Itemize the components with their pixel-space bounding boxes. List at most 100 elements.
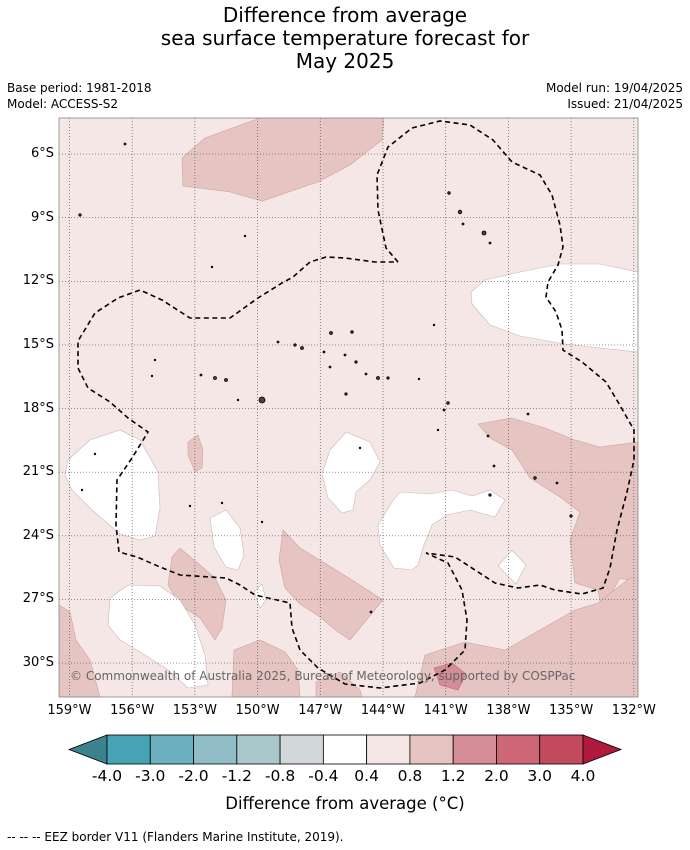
atoll (354, 360, 358, 364)
hot-patch-south (433, 662, 467, 691)
colorbar-tick-label: -4.0 (91, 767, 123, 785)
latitude-label: 12°S (22, 273, 54, 289)
atoll (492, 464, 496, 468)
neutral-patch-small-west (209, 509, 245, 571)
latitude-label: 30°S (22, 655, 54, 671)
atoll (461, 222, 465, 226)
atoll (386, 376, 390, 380)
atoll (199, 373, 203, 377)
meta-right: Model run: 19/04/2025 Issued: 21/04/2025 (546, 80, 683, 112)
warm-patch-central (278, 529, 384, 641)
colorbar-segment (496, 734, 541, 765)
atoll (322, 350, 326, 354)
colorbar-tick-label: -0.8 (264, 767, 296, 785)
map-frame (58, 117, 639, 698)
atoll (260, 520, 264, 524)
atoll (343, 353, 347, 357)
atoll (236, 398, 240, 402)
atoll (220, 501, 224, 505)
colorbar-extend-high (582, 734, 623, 765)
colorbar-tick-label: -1.2 (221, 767, 252, 785)
atoll (213, 376, 217, 380)
neutral-patch-south-center (377, 489, 506, 571)
colorbar-segment (279, 734, 324, 765)
graticule (59, 118, 638, 697)
atoll (350, 330, 354, 334)
atoll (224, 378, 228, 382)
colorbar-segment (409, 734, 454, 765)
map-title: Difference from average sea surface temp… (0, 4, 690, 73)
colorbar-extend-low (67, 734, 108, 765)
atoll (481, 230, 487, 236)
latitude-label: 9°S (30, 209, 54, 225)
colorbar-segment (106, 734, 151, 765)
colorbar-tick-label: -2.0 (178, 767, 209, 785)
atoll (123, 142, 127, 146)
longitude-label: 150°W (235, 703, 280, 718)
longitude-label: 138°W (486, 703, 531, 718)
colorbar-tick-label: 1.2 (440, 767, 466, 785)
colorbar-segment (366, 734, 411, 765)
atoll (78, 213, 82, 217)
colorbar-tick-label: 2.0 (484, 767, 509, 785)
neutral-patch-tiny-east (497, 549, 527, 585)
warm-patch-southeast (414, 577, 638, 697)
atoll (344, 392, 348, 396)
atoll (569, 514, 573, 518)
longitude-label: 147°W (298, 703, 343, 718)
atoll (369, 610, 373, 614)
copyright-notice: © Commonwealth of Australia 2025, Bureau… (70, 669, 576, 683)
atoll (300, 346, 304, 350)
latitude-label: 18°S (22, 400, 54, 416)
atoll (150, 374, 154, 378)
warm-patch-south-central (231, 639, 301, 697)
longitude-label: 144°W (360, 703, 406, 718)
eez-border-polynesia (77, 120, 635, 689)
atoll (276, 340, 280, 344)
atoll (210, 265, 214, 269)
warm-patch-north (181, 118, 385, 202)
longitude-label: 153°W (172, 703, 217, 718)
eez-legend-note: -- -- -- EEZ border V11 (Flanders Marine… (7, 830, 344, 844)
atoll (526, 412, 530, 416)
atoll (80, 488, 84, 492)
longitude-label: 132°W (611, 703, 656, 718)
colorbar-tick-label: 0.4 (354, 767, 379, 785)
atoll (555, 481, 559, 485)
atoll (243, 234, 247, 238)
longitude-label: 159°W (47, 703, 92, 718)
colorbar-tick-label: 4.0 (570, 767, 596, 785)
colorbar-tick-label: 3.0 (527, 767, 553, 785)
atoll (293, 343, 297, 347)
colorbar-segment (149, 734, 194, 765)
latitude-label: 6°S (30, 146, 54, 162)
colorbar-segment (322, 734, 368, 765)
atoll (486, 434, 490, 438)
neutral-patch-east (470, 263, 638, 353)
atoll (432, 323, 436, 327)
atoll (188, 504, 192, 508)
model-name: Model: ACCESS-S2 (7, 97, 119, 111)
atoll (488, 493, 492, 497)
latitude-label: 21°S (22, 464, 54, 480)
issued-date: Issued: 21/04/2025 (567, 97, 683, 111)
atoll (329, 331, 333, 335)
atoll (417, 377, 421, 381)
atoll (258, 396, 266, 404)
atoll (446, 401, 450, 405)
atoll (447, 191, 451, 195)
warm-patch-south-small (315, 671, 363, 697)
atoll (328, 365, 332, 369)
title-line-3: May 2025 (295, 49, 395, 73)
atoll (457, 209, 463, 215)
longitude-label: 141°W (423, 703, 468, 718)
longitude-label: 156°W (110, 703, 155, 718)
atoll (376, 376, 380, 380)
atoll (488, 241, 492, 245)
latitude-label: 24°S (22, 527, 54, 543)
longitude-label: 135°W (549, 703, 594, 718)
atoll (442, 408, 446, 412)
atoll (533, 476, 537, 480)
